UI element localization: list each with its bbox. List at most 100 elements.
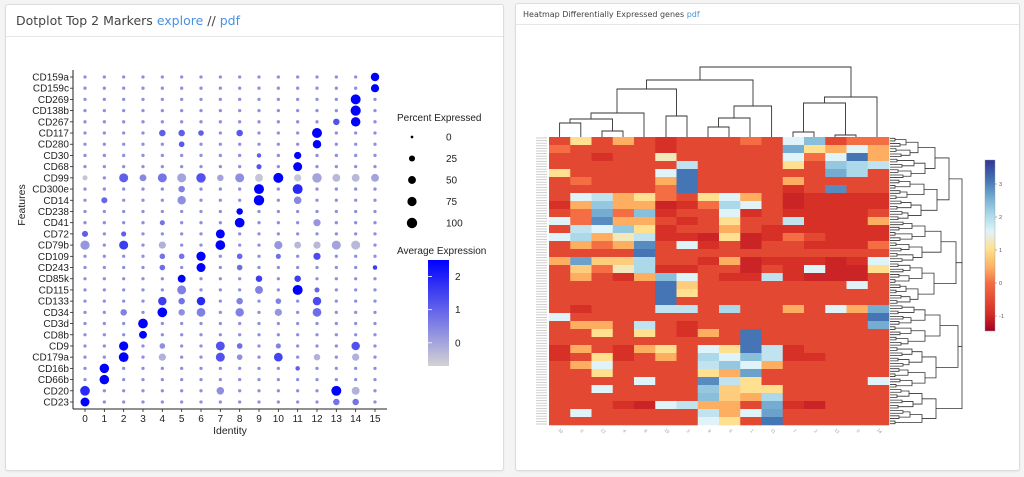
- heatmap-cell: [676, 177, 699, 186]
- heatmap-cell: [549, 289, 571, 298]
- heatmap-cell: [591, 137, 614, 146]
- dot-CD159a-12: [315, 75, 319, 79]
- heatmap-cell: [549, 273, 571, 282]
- heatmap-cell: [612, 193, 635, 202]
- dot-CD20-0: [80, 385, 90, 396]
- dot-CD3d-6: [199, 321, 203, 326]
- dot-CD72-12: [315, 232, 319, 236]
- heatmap-cell: [867, 313, 890, 322]
- heatmap-cell: [846, 345, 869, 354]
- dot-CD267-9: [257, 120, 261, 124]
- dot-CD14-5: [177, 196, 186, 205]
- heatmap-cell: [740, 249, 762, 258]
- dot-CD117-5: [178, 129, 185, 137]
- heatmap-cell: [867, 329, 890, 338]
- dot-CD72-5: [180, 232, 184, 236]
- dot-CD159c-5: [180, 86, 184, 90]
- heatmap-cell: [570, 145, 592, 154]
- heatmap-cell: [612, 361, 635, 370]
- heatmap-cell: [634, 233, 656, 242]
- explore-link[interactable]: explore: [156, 13, 204, 28]
- dot-CD243-9: [257, 265, 261, 270]
- heatmap-cell: [804, 305, 826, 314]
- heatmap-cell: [634, 257, 656, 266]
- dot-CD109-6: [196, 251, 206, 261]
- dot-CD117-14: [354, 131, 358, 135]
- dot-CD300e-6: [199, 187, 203, 191]
- heatmap-cell: [719, 297, 741, 306]
- dot-CD133-10: [275, 298, 282, 304]
- dot-CD138b-10: [276, 108, 280, 113]
- heatmap-cell: [804, 185, 826, 194]
- dot-CD23-7: [218, 400, 222, 404]
- dot-CD300e-7: [218, 187, 222, 191]
- heatmap-cell: [846, 145, 869, 154]
- heatmap-cell: [825, 369, 847, 378]
- heatmap-cell: [782, 137, 805, 146]
- dot-CD72-11: [296, 232, 300, 236]
- heatmap-cell: [761, 345, 784, 354]
- dot-CD9-7: [215, 341, 225, 351]
- heatmap-cell: [591, 401, 614, 410]
- dot-CD30-6: [199, 153, 203, 158]
- heatmap-cell: [634, 153, 656, 162]
- dot-CD267-3: [141, 120, 145, 124]
- dot-CD267-14: [350, 117, 361, 127]
- size-legend-dot: [408, 155, 416, 162]
- dot-CD8b-15: [373, 333, 377, 337]
- heatmap-cell: [740, 265, 762, 274]
- heatmap-cell: [825, 289, 847, 298]
- dot-CD34-14: [354, 310, 358, 314]
- heatmap-cell: [782, 257, 805, 266]
- dot-CD34-3: [141, 310, 145, 314]
- dot-CD243-15: [372, 265, 378, 270]
- dot-CD30-8: [238, 153, 242, 158]
- heatmap-cell: [549, 201, 571, 210]
- dot-CD30-12: [315, 153, 319, 158]
- heatmap-cell: [782, 353, 805, 362]
- heatmap-cell: [655, 337, 677, 346]
- heatmap-cell: [612, 297, 635, 306]
- heatmap-pdf-link[interactable]: pdf: [686, 10, 700, 19]
- heatmap-cell: [697, 193, 720, 202]
- heatmap-cell: [549, 321, 571, 330]
- heatmap-cell: [782, 265, 805, 274]
- dot-CD238-4: [160, 209, 164, 214]
- dot-CD30-13: [334, 153, 338, 158]
- heatmap-cell: [612, 401, 635, 410]
- dot-CD115-15: [373, 288, 377, 292]
- heatmap-cell: [655, 169, 677, 178]
- heatmap-cell: [740, 321, 762, 330]
- heatmap-cell: [591, 273, 614, 282]
- dot-CD280-12: [312, 140, 322, 149]
- heatmap-cell: [549, 225, 571, 234]
- dot-CD9-5: [180, 344, 184, 348]
- heatmap-cell: [761, 185, 784, 194]
- heatmap-cell: [591, 249, 614, 258]
- heatmap-cell: [549, 417, 571, 426]
- dot-CD72-4: [160, 232, 164, 236]
- dotplot-pdf-link[interactable]: pdf: [219, 13, 240, 28]
- heatmap-cell: [761, 417, 784, 426]
- identity-label: 15: [369, 414, 381, 425]
- heatmap-cell: [740, 273, 762, 282]
- feature-label: CD269: [38, 95, 70, 106]
- heatmap-cell: [549, 177, 571, 186]
- heatmap-cell: [867, 145, 890, 154]
- dot-CD85k-11: [294, 275, 301, 282]
- dot-CD238-8: [236, 208, 243, 215]
- dot-CD8b-1: [102, 333, 106, 337]
- heatmap-cell: [782, 361, 805, 370]
- dot-CD267-0: [83, 120, 87, 124]
- heatmap-cell: [846, 257, 869, 266]
- heatmap-cell: [570, 225, 592, 234]
- dot-CD133-8: [236, 297, 243, 305]
- heatmap-cell: [676, 321, 699, 330]
- dot-CD8b-13: [334, 333, 338, 337]
- heatmap-cell: [740, 337, 762, 346]
- identity-label: 6: [198, 414, 204, 425]
- heatmap-cell: [591, 209, 614, 218]
- dot-CD300e-13: [334, 187, 338, 191]
- heatmap-column-label: 4: [622, 428, 628, 434]
- heatmap-cell: [825, 297, 847, 306]
